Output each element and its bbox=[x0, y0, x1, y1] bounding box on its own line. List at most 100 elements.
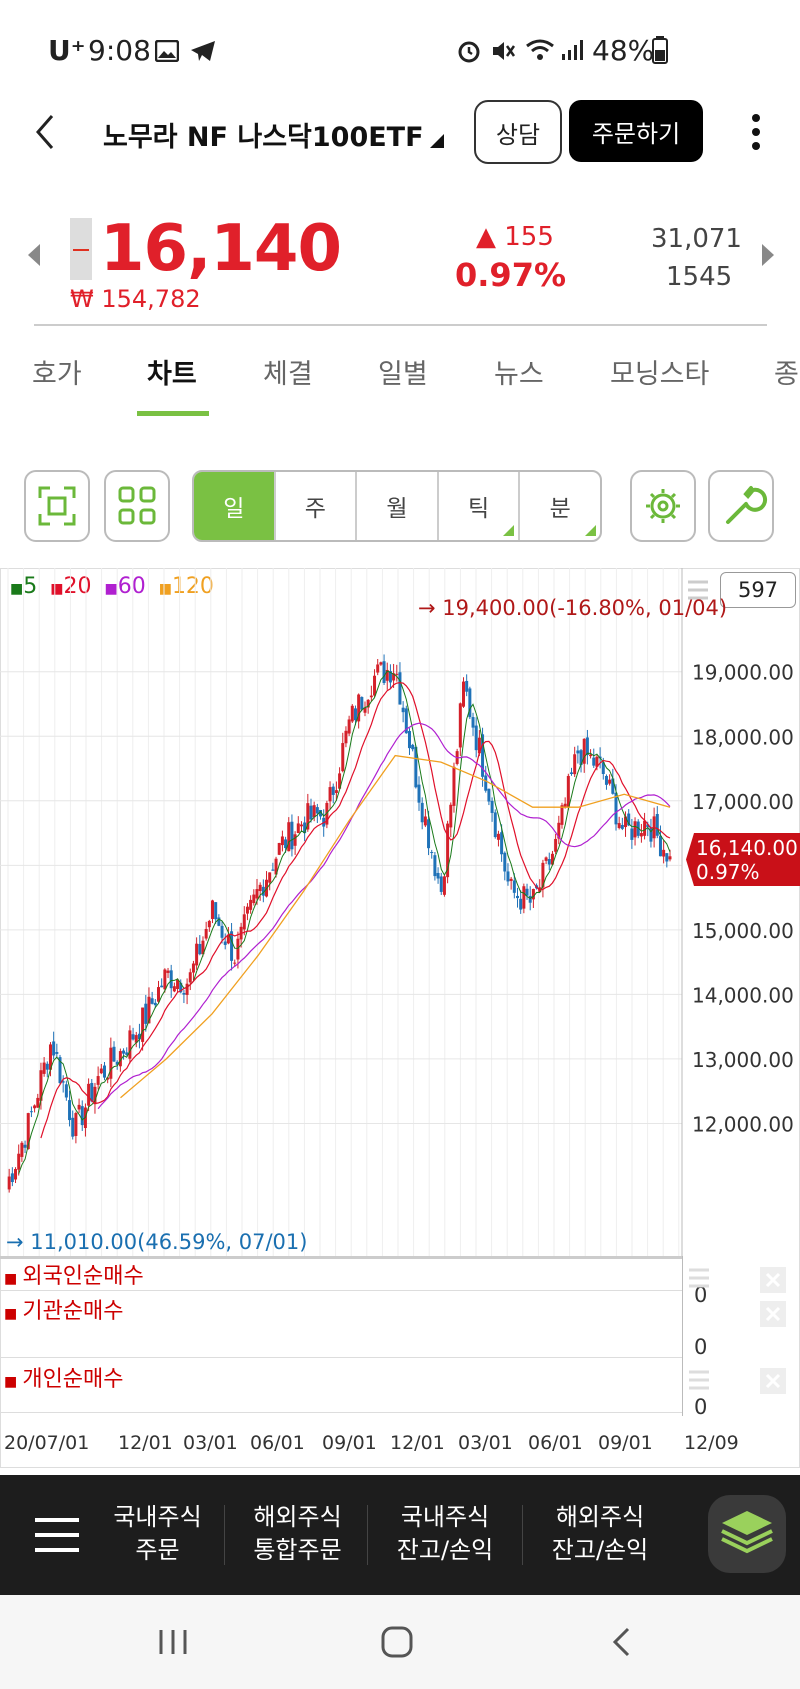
dropdown-triangle-icon[interactable] bbox=[428, 133, 446, 149]
nav-domestic-order-line1: 국내주식 bbox=[113, 1503, 202, 1531]
candle-body bbox=[284, 839, 288, 849]
nav-domestic-order[interactable]: 국내주식 주문 bbox=[110, 1501, 205, 1567]
candle-body bbox=[293, 834, 297, 846]
candle-body bbox=[109, 1047, 113, 1079]
layers-button[interactable] bbox=[708, 1495, 786, 1573]
layout-button[interactable] bbox=[104, 470, 170, 542]
candle-body bbox=[10, 1173, 14, 1183]
candle-body bbox=[26, 1113, 30, 1150]
x-tick-label: 20/07/01 bbox=[4, 1432, 90, 1454]
candle-body bbox=[280, 836, 284, 846]
candle-body bbox=[45, 1063, 49, 1070]
back-nav-icon[interactable] bbox=[610, 1627, 632, 1657]
candle-body bbox=[481, 734, 485, 777]
candle-body bbox=[64, 1084, 68, 1098]
period-minute-button[interactable]: 분 bbox=[520, 472, 600, 540]
candle-body bbox=[61, 1081, 65, 1083]
candle-body bbox=[522, 886, 526, 909]
candle-body bbox=[160, 985, 164, 988]
candle-body bbox=[23, 1144, 27, 1148]
candle-body bbox=[465, 680, 469, 692]
candle-body bbox=[563, 803, 567, 808]
candle-body bbox=[55, 1052, 59, 1054]
tab-chart[interactable]: 차트 bbox=[147, 359, 197, 390]
nav-domestic-balance[interactable]: 국내주식 잔고/손익 bbox=[385, 1501, 505, 1567]
next-stock-arrow-icon[interactable] bbox=[760, 242, 776, 268]
tab-daily[interactable]: 일별 bbox=[378, 359, 428, 390]
candle-count-badge[interactable]: 597 bbox=[720, 572, 796, 608]
candle-body bbox=[458, 703, 462, 748]
signal-icon bbox=[562, 40, 583, 60]
candle-body bbox=[331, 786, 335, 795]
candle-body bbox=[452, 766, 456, 806]
candle-body bbox=[350, 705, 354, 722]
candle-body bbox=[198, 944, 202, 955]
candle-body bbox=[604, 775, 608, 785]
recent-apps-icon[interactable] bbox=[158, 1628, 188, 1656]
candle-body bbox=[122, 1050, 126, 1054]
tab-morningstar[interactable]: 모닝스타 bbox=[610, 359, 710, 390]
stock-title[interactable]: 노무라 NF 나스닥100ETF bbox=[103, 122, 424, 153]
candle-body bbox=[423, 816, 427, 826]
x-tick-label: 09/01 bbox=[598, 1432, 653, 1454]
candle-body bbox=[245, 906, 249, 914]
individual-net-swatch: ■ bbox=[4, 1374, 18, 1390]
divider bbox=[34, 324, 767, 326]
panel-drag-handle-icon[interactable] bbox=[688, 1368, 710, 1394]
candle-body bbox=[525, 888, 529, 896]
candle-body bbox=[252, 894, 256, 904]
fullscreen-icon bbox=[38, 486, 76, 526]
panel-divider bbox=[0, 1290, 682, 1291]
tab-orderbook[interactable]: 호가 bbox=[32, 359, 82, 390]
period-tick-button[interactable]: 틱 bbox=[439, 472, 521, 540]
current-price-tag-value: 16,140.00 bbox=[696, 836, 798, 860]
layers-icon bbox=[721, 1511, 773, 1554]
tab-bar: 호가 차트 체결 일별 뉴스 모닝스타 종 bbox=[0, 340, 800, 420]
price-change-percent: 0.97% bbox=[455, 256, 567, 294]
panel-drag-handle-icon[interactable] bbox=[688, 1266, 710, 1292]
candle-body bbox=[163, 969, 167, 990]
close-panel-icon[interactable] bbox=[760, 1301, 786, 1327]
high-annotation: → 19,400.00(-16.80%, 01/04) bbox=[418, 596, 728, 620]
candle-body bbox=[636, 821, 640, 836]
current-price: 16,140 bbox=[100, 212, 342, 286]
back-icon[interactable] bbox=[30, 112, 60, 152]
system-nav-bar bbox=[0, 1595, 800, 1689]
candle-body bbox=[468, 688, 472, 718]
candle-body bbox=[560, 805, 564, 825]
prev-stock-arrow-icon[interactable] bbox=[26, 242, 42, 268]
hamburger-menu-icon[interactable] bbox=[34, 1517, 80, 1553]
settings-button[interactable] bbox=[630, 470, 696, 542]
wifi-icon bbox=[526, 39, 554, 60]
period-week-button[interactable]: 주 bbox=[276, 472, 358, 540]
period-day-button[interactable]: 일 bbox=[194, 472, 276, 540]
tab-more[interactable]: 종 bbox=[774, 359, 799, 390]
order-button[interactable]: 주문하기 bbox=[569, 100, 703, 162]
nav-overseas-balance[interactable]: 해외주식 잔고/손익 bbox=[538, 1501, 662, 1567]
y-tick-label: 19,000.00 bbox=[692, 661, 794, 685]
candle-body bbox=[566, 775, 570, 808]
more-menu-icon[interactable] bbox=[749, 112, 763, 152]
candle-body bbox=[528, 895, 532, 903]
period-month-button[interactable]: 월 bbox=[357, 472, 439, 540]
close-panel-icon[interactable] bbox=[760, 1267, 786, 1293]
fullscreen-button[interactable] bbox=[24, 470, 90, 542]
nav-domestic-order-line2: 주문 bbox=[135, 1536, 180, 1564]
candle-body bbox=[630, 828, 634, 840]
home-icon[interactable] bbox=[381, 1626, 413, 1658]
candle-body bbox=[112, 1046, 116, 1062]
tab-trades[interactable]: 체결 bbox=[263, 359, 313, 390]
candle-body bbox=[299, 824, 303, 827]
tab-news[interactable]: 뉴스 bbox=[494, 359, 544, 390]
consult-button[interactable]: 상담 bbox=[474, 100, 562, 164]
price-chart[interactable]: 19,000.00 18,000.00 17,000.00 15,000.00 14,0… bbox=[0, 568, 800, 1258]
legend-label-120: 120 bbox=[171, 574, 214, 599]
candle-body bbox=[477, 737, 481, 754]
drag-handle-icon[interactable] bbox=[686, 578, 710, 604]
nav-overseas-order[interactable]: 해외주식 통합주문 bbox=[240, 1501, 355, 1567]
candle-body bbox=[268, 872, 272, 883]
x-tick-label: 06/01 bbox=[528, 1432, 583, 1454]
tools-button[interactable] bbox=[708, 470, 774, 542]
close-panel-icon[interactable] bbox=[760, 1368, 786, 1394]
candle-body bbox=[255, 889, 259, 899]
